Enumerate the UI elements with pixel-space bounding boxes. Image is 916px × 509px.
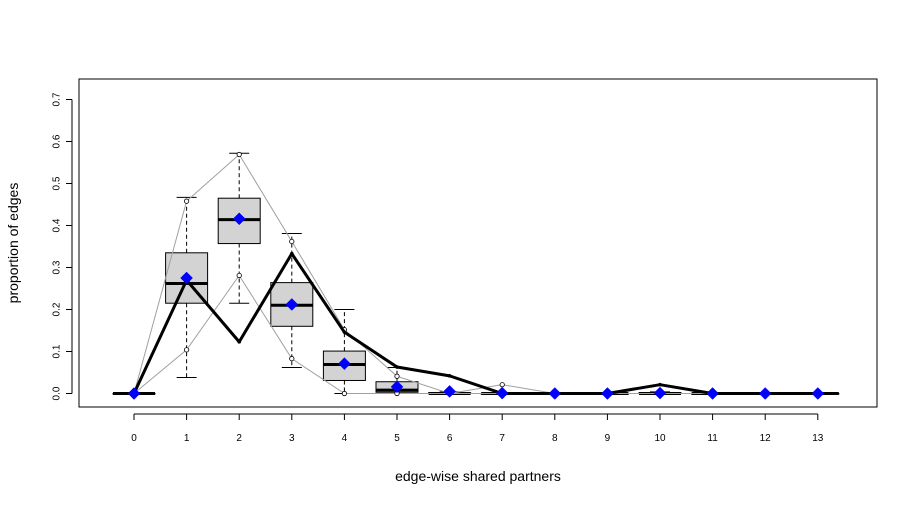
x-tick-label: 7 (499, 433, 505, 444)
gray-point-upper (184, 198, 190, 204)
observed-point (342, 330, 347, 334)
observed-point (658, 382, 662, 387)
observed-point (237, 340, 241, 344)
mean-diamond-marker (390, 380, 404, 394)
gray-point-upper (394, 373, 400, 379)
gray-point-upper (289, 238, 295, 245)
gray-point-lower (184, 347, 190, 353)
y-tick-label: 0.4 (52, 218, 63, 232)
mean-diamond-marker (601, 387, 614, 400)
mean-diamond-marker (758, 387, 772, 400)
observed-line (132, 251, 820, 396)
mean-diamond-marker (180, 271, 193, 285)
y-tick-label: 0.3 (52, 260, 63, 274)
gray-point-lower (236, 272, 242, 279)
mean-diamond-marker (338, 357, 351, 371)
x-tick-label: 5 (394, 433, 400, 444)
observed-point (447, 374, 452, 378)
gray-range-lines (131, 151, 821, 397)
mean-markers (127, 212, 825, 400)
observed-line-path (132, 252, 818, 395)
x-tick-label: 8 (552, 433, 558, 444)
x-tick-label: 13 (812, 433, 824, 444)
x-tick-label: 10 (654, 433, 666, 444)
y-tick-label: 0.1 (52, 344, 63, 358)
mean-diamond-marker (443, 385, 456, 398)
gray-point-upper (236, 151, 242, 158)
x-axis-title: edge-wise shared partners (395, 468, 561, 484)
observed-point (395, 365, 399, 369)
gray-point-lower (289, 356, 295, 362)
observed-point (290, 251, 294, 256)
y-axis-title: proportion of edges (5, 183, 21, 304)
mean-diamond-marker (127, 387, 141, 400)
gray-point-lower (341, 390, 347, 397)
y-tick-label: 0.7 (52, 92, 63, 106)
mean-diamond-marker (285, 298, 299, 311)
y-tick-label: 0.0 (52, 386, 63, 400)
x-tick-label: 1 (184, 433, 190, 444)
y-tick-label: 0.5 (52, 176, 63, 190)
plot-frame (78, 78, 878, 408)
boxes (112, 197, 840, 395)
x-tick-label: 0 (131, 433, 137, 444)
x-tick-label: 9 (605, 433, 611, 444)
x-tick-label: 11 (707, 433, 718, 444)
mean-diamond-marker (811, 387, 825, 400)
x-tick-label: 12 (760, 433, 772, 444)
mean-diamond-marker (706, 387, 719, 400)
whiskers (124, 152, 828, 394)
mean-diamond-marker (548, 387, 562, 400)
mean-diamond-marker (232, 212, 246, 226)
y-axis: 0.0 0.1 0.2 0.3 0.4 0.5 0.6 0.7 (52, 92, 73, 400)
y-tick-label: 0.2 (52, 302, 63, 316)
gray-point-upper (499, 382, 505, 388)
x-tick-label: 2 (236, 433, 242, 444)
mean-diamond-marker (495, 386, 509, 400)
y-tick-label: 0.6 (52, 134, 63, 148)
x-tick-label: 6 (447, 433, 453, 444)
x-tick-label: 3 (289, 433, 295, 444)
x-axis: 0 1 2 3 4 5 6 7 8 9 10 11 12 13 (131, 413, 824, 444)
gray-line-upper (133, 153, 818, 395)
gray-line-lower (133, 274, 818, 394)
x-tick-label: 4 (342, 433, 348, 444)
mean-diamond-marker (653, 386, 667, 400)
